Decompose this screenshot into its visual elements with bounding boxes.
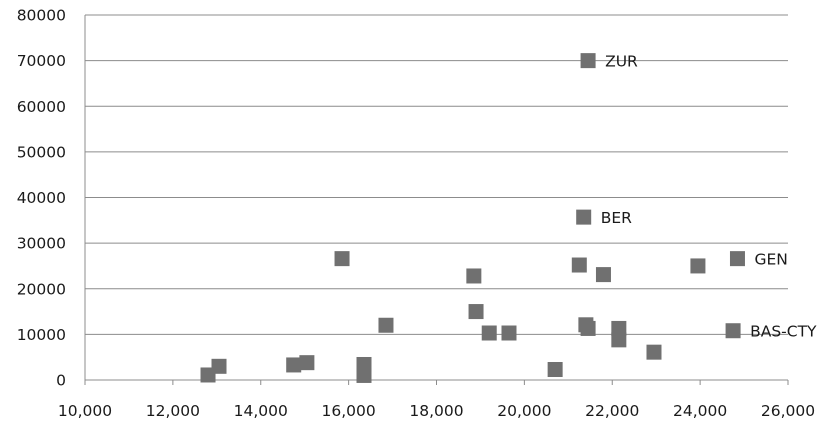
x-tick-label: 12,000 xyxy=(146,402,200,420)
x-tick-label: 22,000 xyxy=(585,402,639,420)
y-tick-label: 10000 xyxy=(17,326,66,344)
x-axis-tick-labels: 10,000 12,000 14,000 16,000 18,000 20,000 22,0… xyxy=(58,402,815,420)
x-tick-label: 10,000 xyxy=(58,402,112,420)
x-tick-label: 14,000 xyxy=(234,402,288,420)
y-tick-label: 70000 xyxy=(17,52,66,70)
y-tick-label: 80000 xyxy=(17,7,66,25)
x-tick-label: 18,000 xyxy=(409,402,463,420)
data-point-marker xyxy=(611,320,627,336)
y-tick-label: 40000 xyxy=(17,189,66,207)
y-tick-label: 30000 xyxy=(17,235,66,253)
data-point-marker xyxy=(334,251,350,267)
data-point-marker xyxy=(690,258,706,274)
data-point-marker xyxy=(611,332,627,348)
y-tick-label: 50000 xyxy=(17,143,66,161)
data-point-marker xyxy=(356,356,372,372)
data-point-marker xyxy=(729,251,745,267)
y-tick-label: 20000 xyxy=(17,280,66,298)
y-tick-label: 60000 xyxy=(17,98,66,116)
data-point-marker xyxy=(580,320,596,336)
data-point-marker xyxy=(580,53,596,69)
data-point-marker xyxy=(211,358,227,374)
data-point-marker xyxy=(466,268,482,284)
gridlines xyxy=(85,14,788,335)
data-point-marker xyxy=(595,267,611,283)
data-point-marker xyxy=(547,362,563,378)
point-label: BAS-CTY xyxy=(750,323,817,341)
y-tick-label: 0 xyxy=(56,372,66,390)
x-tick-label: 20,000 xyxy=(497,402,551,420)
point-label: BER xyxy=(601,209,632,227)
data-point-marker xyxy=(576,209,592,225)
data-point-marker xyxy=(481,325,497,341)
data-point-marker xyxy=(501,325,517,341)
axes xyxy=(84,15,789,385)
data-point-marker xyxy=(571,257,587,273)
point-label: ZUR xyxy=(605,53,638,71)
data-points xyxy=(200,53,745,383)
data-point-marker xyxy=(468,304,484,320)
x-tick-label: 26,000 xyxy=(761,402,815,420)
point-label: GEN xyxy=(754,251,787,269)
data-point-marker xyxy=(725,323,741,339)
data-point-marker xyxy=(378,317,394,333)
data-point-marker xyxy=(286,357,302,373)
data-point-marker xyxy=(299,355,315,371)
x-tick-label: 16,000 xyxy=(322,402,376,420)
y-axis-tick-labels: 0 10000 20000 30000 40000 50000 60000 70000 8000… xyxy=(17,7,66,390)
data-point-marker xyxy=(646,344,662,360)
point-labels: ZUR BER GEN BAS-CTY xyxy=(601,53,817,341)
x-tick-label: 24,000 xyxy=(673,402,727,420)
